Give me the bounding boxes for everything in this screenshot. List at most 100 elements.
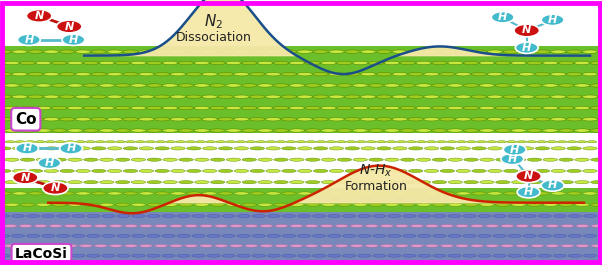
Circle shape [523, 235, 536, 237]
Circle shape [582, 50, 598, 54]
Circle shape [408, 117, 424, 121]
Circle shape [44, 192, 58, 195]
Circle shape [542, 84, 558, 87]
Circle shape [4, 180, 19, 184]
Circle shape [222, 215, 235, 217]
Circle shape [471, 117, 487, 121]
Circle shape [218, 117, 234, 121]
Circle shape [361, 192, 376, 195]
Circle shape [275, 264, 288, 265]
Circle shape [590, 106, 602, 110]
Circle shape [538, 254, 551, 257]
Circle shape [138, 72, 154, 76]
Circle shape [242, 203, 256, 206]
Circle shape [192, 254, 205, 257]
Circle shape [36, 84, 51, 87]
Circle shape [20, 61, 36, 65]
Circle shape [463, 235, 476, 237]
Circle shape [550, 117, 566, 121]
Circle shape [587, 141, 597, 143]
Circle shape [36, 61, 51, 65]
Circle shape [344, 72, 360, 76]
Circle shape [187, 169, 201, 173]
Circle shape [376, 50, 392, 54]
Text: N: N [20, 173, 30, 183]
Circle shape [395, 244, 408, 247]
Circle shape [368, 61, 384, 65]
Circle shape [26, 235, 40, 237]
Circle shape [207, 254, 220, 257]
Circle shape [0, 254, 10, 257]
Circle shape [170, 72, 186, 76]
Circle shape [591, 264, 602, 265]
Circle shape [108, 192, 122, 195]
Circle shape [598, 215, 602, 217]
Circle shape [258, 180, 273, 184]
Circle shape [273, 61, 289, 65]
Circle shape [305, 129, 320, 132]
Circle shape [19, 264, 33, 265]
Circle shape [83, 84, 99, 87]
Circle shape [43, 117, 59, 121]
Circle shape [425, 244, 438, 247]
Circle shape [464, 158, 479, 161]
Circle shape [380, 264, 394, 265]
Circle shape [439, 95, 455, 98]
Ellipse shape [60, 143, 82, 154]
Circle shape [147, 203, 161, 206]
Circle shape [361, 169, 376, 173]
Circle shape [162, 254, 175, 257]
Circle shape [45, 141, 55, 143]
Circle shape [527, 141, 536, 143]
Circle shape [380, 224, 394, 227]
Circle shape [206, 141, 216, 143]
Text: Dissociation: Dissociation [176, 30, 252, 44]
Circle shape [523, 254, 536, 257]
Circle shape [57, 254, 70, 257]
Circle shape [226, 106, 241, 110]
Circle shape [416, 84, 432, 87]
Circle shape [273, 106, 289, 110]
Text: H: H [69, 35, 78, 45]
Circle shape [178, 84, 194, 87]
Text: N: N [34, 11, 44, 21]
Circle shape [574, 129, 590, 132]
Circle shape [194, 84, 209, 87]
Circle shape [566, 95, 582, 98]
Circle shape [194, 180, 209, 184]
Circle shape [99, 61, 114, 65]
Circle shape [0, 141, 5, 143]
Ellipse shape [16, 143, 39, 154]
Circle shape [140, 264, 153, 265]
Circle shape [107, 50, 123, 54]
Text: H: H [522, 43, 532, 53]
Circle shape [480, 203, 494, 206]
Circle shape [369, 180, 383, 184]
Circle shape [582, 72, 598, 76]
Circle shape [553, 215, 566, 217]
Circle shape [576, 264, 589, 265]
Circle shape [79, 264, 93, 265]
Circle shape [199, 224, 213, 227]
Ellipse shape [514, 24, 539, 37]
Circle shape [403, 235, 416, 237]
Circle shape [178, 106, 194, 110]
Circle shape [523, 215, 536, 217]
Circle shape [0, 95, 11, 98]
Circle shape [0, 61, 4, 65]
Circle shape [550, 95, 566, 98]
Circle shape [260, 244, 273, 247]
Circle shape [583, 254, 597, 257]
Circle shape [234, 50, 249, 54]
Circle shape [574, 84, 590, 87]
Circle shape [314, 147, 328, 150]
Circle shape [115, 84, 131, 87]
Bar [0, 46, 602, 132]
Circle shape [400, 203, 415, 206]
Circle shape [343, 254, 356, 257]
Circle shape [226, 141, 235, 143]
Circle shape [508, 254, 521, 257]
Circle shape [433, 235, 446, 237]
Circle shape [202, 169, 217, 173]
Circle shape [258, 129, 273, 132]
